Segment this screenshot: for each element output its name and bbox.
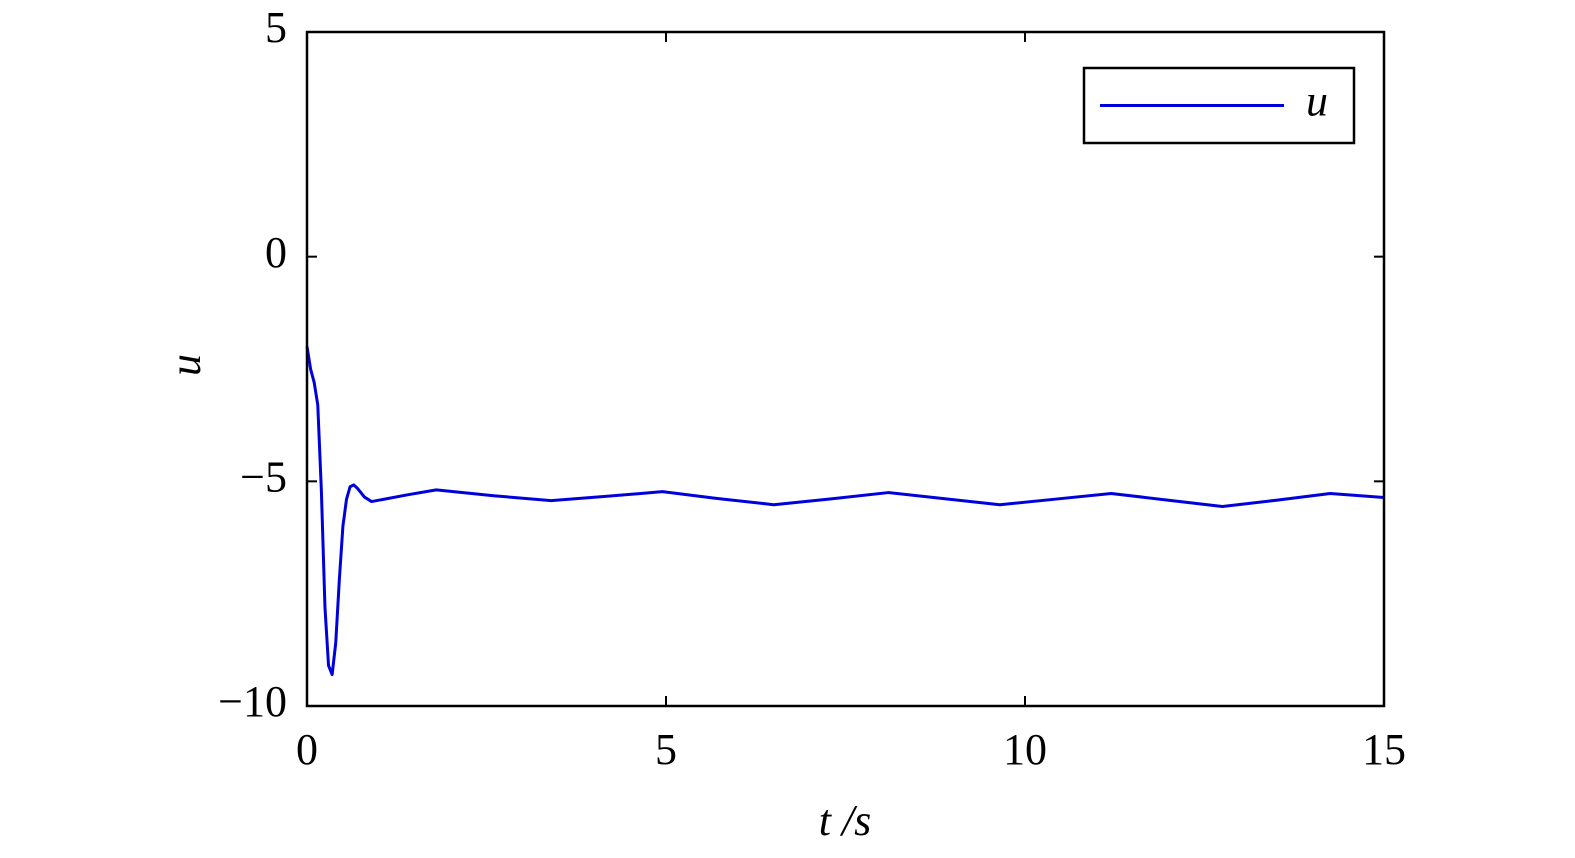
data-line	[305, 346, 1385, 677]
y-tick-label: −10	[218, 677, 287, 726]
y-tick-label: 0	[265, 228, 287, 277]
x-tick-label: 0	[296, 725, 318, 774]
legend-label: u	[1306, 77, 1328, 126]
y-tick-label: 5	[265, 3, 287, 52]
y-axis-label: u	[161, 354, 210, 376]
x-axis-label: t /s	[819, 796, 872, 845]
x-tick-label: 15	[1362, 725, 1406, 774]
y-tick-label: −5	[240, 452, 287, 501]
x-tick-label: 10	[1003, 725, 1047, 774]
x-tick-label: 5	[655, 725, 677, 774]
plot-frame	[305, 30, 1386, 708]
